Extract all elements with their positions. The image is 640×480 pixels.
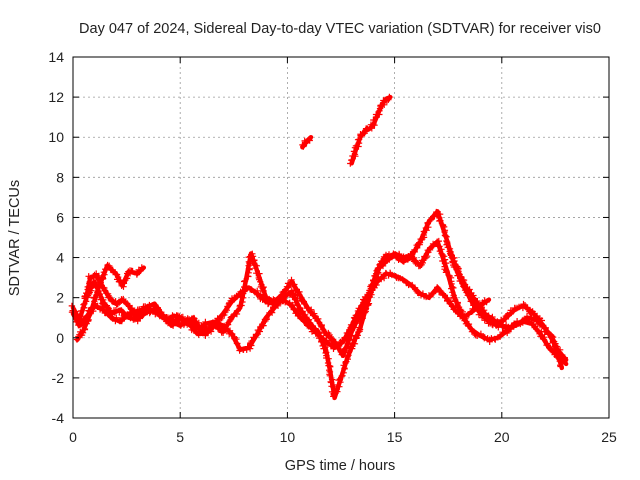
chart-title: Day 047 of 2024, Sidereal Day-to-day VTE… bbox=[79, 21, 601, 37]
grid-layer bbox=[73, 57, 609, 418]
series-band bbox=[448, 251, 565, 371]
x-tick-label: 15 bbox=[387, 429, 403, 445]
series-layer bbox=[68, 93, 569, 401]
y-tick-label: -2 bbox=[52, 370, 65, 386]
y-tick-label: 14 bbox=[48, 49, 64, 65]
y-tick-label: 6 bbox=[56, 209, 64, 225]
y-tick-label: 8 bbox=[56, 169, 64, 185]
y-tick-label: 0 bbox=[56, 330, 64, 346]
y-tick-label: -4 bbox=[52, 410, 65, 426]
series-band bbox=[70, 271, 492, 351]
series-track-g bbox=[347, 93, 393, 167]
tick-layer: 0 5 10 15 20 25 -4 -2 0 2 4 6 8 10 12 14 bbox=[48, 49, 617, 445]
x-tick-label: 10 bbox=[280, 429, 296, 445]
x-axis-label: GPS time / hours bbox=[285, 458, 395, 474]
y-tick-label: 10 bbox=[48, 129, 64, 145]
y-tick-label: 2 bbox=[56, 290, 64, 306]
x-tick-label: 25 bbox=[601, 429, 617, 445]
series-markers bbox=[73, 261, 145, 343]
series-track-c bbox=[73, 261, 147, 343]
y-axis-label: SDTVAR / TECUs bbox=[7, 180, 23, 296]
series-track-d bbox=[81, 208, 569, 363]
series-markers bbox=[299, 136, 313, 150]
series-track-e bbox=[447, 251, 565, 371]
x-tick-label: 20 bbox=[494, 429, 510, 445]
y-tick-label: 4 bbox=[56, 250, 64, 266]
plot-frame bbox=[72, 56, 610, 419]
x-tick-label: 5 bbox=[176, 429, 184, 445]
series-track-f bbox=[299, 134, 314, 150]
y-tick-label: 12 bbox=[48, 89, 64, 105]
series-markers bbox=[447, 251, 564, 370]
x-tick-label: 0 bbox=[69, 429, 77, 445]
series-markers bbox=[347, 93, 393, 167]
